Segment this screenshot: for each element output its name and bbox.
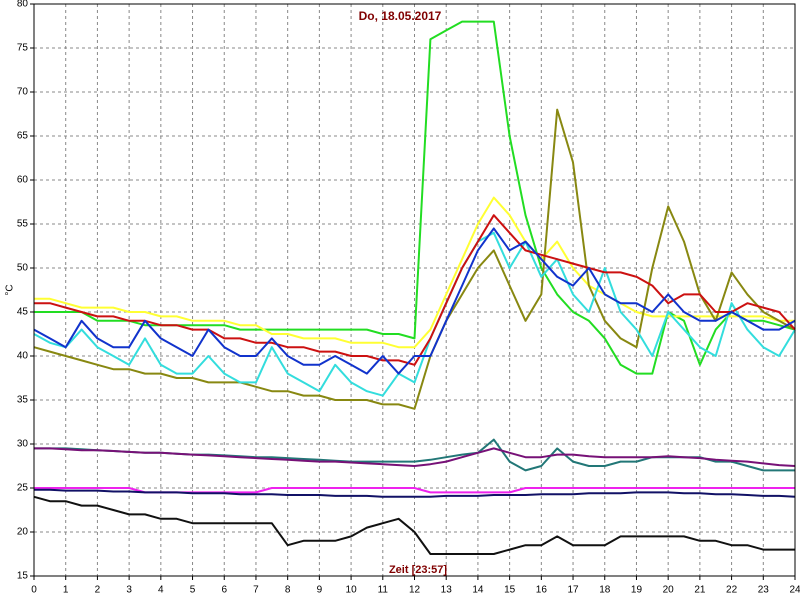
series-line [33,227,796,375]
x-tick-label: 4 [158,585,164,596]
x-tick-label: 11 [378,585,389,596]
x-tick-label: 6 [221,585,227,596]
x-axis-label: Zeit [23:57] [389,564,447,576]
x-tick-label: 9 [317,585,323,596]
x-tick-label: 14 [472,585,484,596]
y-tick-label: 20 [17,527,29,538]
y-tick-label: 30 [17,439,29,450]
x-tick-label: 24 [789,585,800,596]
x-tick-label: 13 [441,585,453,596]
series-line [34,196,795,349]
x-tick-label: 23 [758,585,770,596]
x-tick-label: 5 [190,585,196,596]
x-tick-label: 7 [253,585,259,596]
y-tick-label: 75 [17,43,29,54]
y-axis-label: °C [5,284,16,295]
x-tick-label: 17 [567,585,579,596]
x-tick-label: 21 [694,585,706,596]
y-tick-label: 35 [17,395,29,406]
y-tick-label: 40 [17,351,29,362]
y-tick-label: 70 [17,87,29,98]
x-tick-label: 2 [95,585,101,596]
series-line [34,214,796,366]
y-tick-label: 55 [17,219,29,230]
x-tick-label: 18 [599,585,611,596]
x-tick-label: 3 [126,585,132,596]
x-tick-label: 20 [663,585,675,596]
y-tick-label: 25 [17,483,29,494]
x-tick-label: 22 [726,585,738,596]
series-line [33,108,796,410]
chart-title: Do, 18.05.2017 [359,9,442,23]
y-tick-label: 60 [17,175,29,186]
y-tick-label: 65 [17,131,29,142]
x-tick-label: 0 [31,585,37,596]
series-line [33,495,795,555]
series-line [34,488,796,498]
y-tick-label: 80 [17,0,29,10]
y-tick-label: 50 [17,263,29,274]
x-tick-label: 19 [631,585,643,596]
y-tick-label: 45 [17,307,29,318]
x-tick-label: 10 [346,585,358,596]
x-tick-label: 8 [285,585,291,596]
lines [33,20,796,555]
x-tick-label: 15 [504,585,516,596]
x-tick-label: 1 [63,585,69,596]
series-line [34,447,796,467]
x-tick-label: 16 [536,585,548,596]
x-tick-label: 12 [409,585,421,596]
series-line [33,231,796,397]
y-tick-label: 15 [17,571,29,582]
